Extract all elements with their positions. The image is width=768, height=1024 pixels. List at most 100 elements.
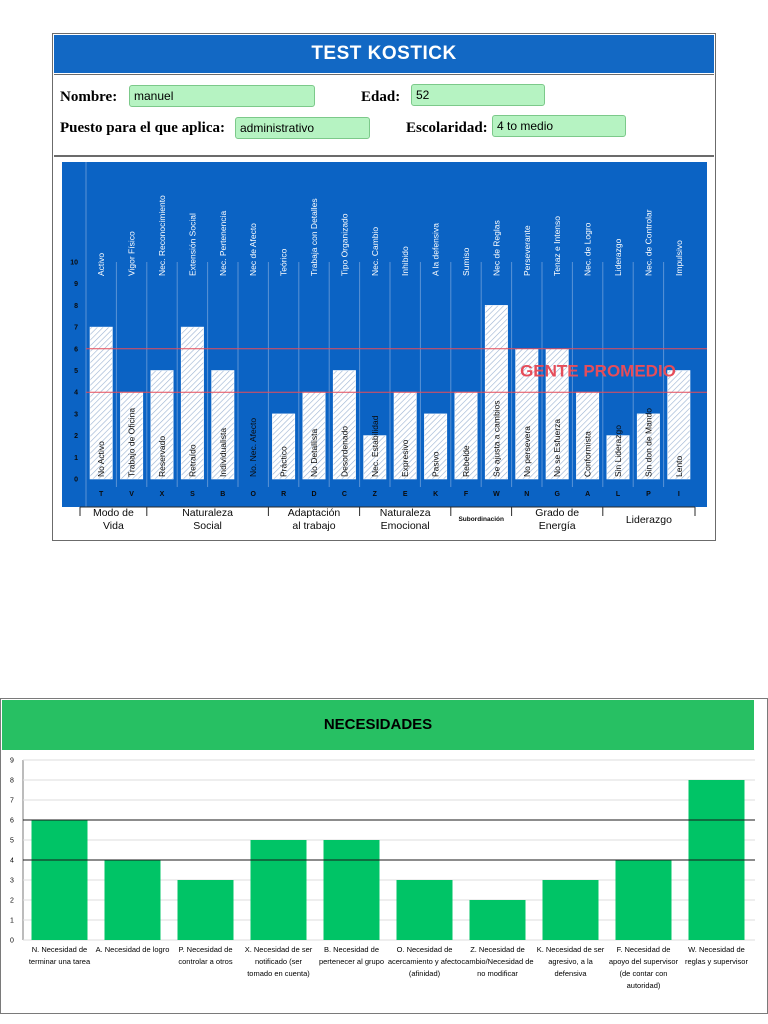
top-trait-label: Nec. Reconocimiento <box>157 195 167 276</box>
trait-code: D <box>311 491 316 498</box>
top-trait-label: Teórico <box>279 248 289 276</box>
nec-category-label: Z. Necesidad de cambio/Necesidad de no m… <box>461 945 534 978</box>
profile-bar-R <box>272 413 296 480</box>
bottom-trait-label: Conformista <box>583 431 593 477</box>
bottom-trait-label: Retraído <box>187 444 197 477</box>
group-label: Adaptación al trabajo <box>288 507 341 532</box>
bottom-trait-label: Nec. Estabilidad <box>370 415 380 477</box>
profile-bar-K <box>424 413 448 480</box>
bottom-trait-label: No persevera <box>522 426 532 477</box>
trait-code: O <box>250 491 256 498</box>
bottom-trait-label: Trabajo de Oficina <box>127 408 137 477</box>
bottom-trait-label: No. Nec. Afecto <box>248 418 258 477</box>
nec-category-label: O. Necesidad de acercamiento y afecto (a… <box>387 945 462 978</box>
escolaridad-label: Escolaridad: <box>406 120 488 136</box>
trait-code: A <box>585 491 590 498</box>
trait-code: Z <box>373 491 378 498</box>
top-trait-label: Extensión Social <box>187 213 197 276</box>
edad-field[interactable]: 52 <box>411 84 545 106</box>
bottom-trait-label: No Detallista <box>309 429 319 477</box>
bottom-trait-label: Pasivo <box>431 451 441 477</box>
top-trait-label: Impulsivo <box>674 240 684 276</box>
group-label: Liderazgo <box>626 514 672 526</box>
trait-code: V <box>129 491 134 498</box>
trait-code: E <box>403 491 408 498</box>
nec-category-label: A. Necesidad de logro <box>95 945 170 954</box>
top-trait-label: Nec de Afecto <box>248 223 258 276</box>
bottom-trait-label: Se ajusta a cambios <box>491 400 501 477</box>
group-label: Subordinación <box>458 516 504 523</box>
top-trait-label: Tipo Organizado <box>339 213 349 276</box>
top-trait-label: Nec. de Logro <box>583 222 593 276</box>
bottom-trait-label: Práctico <box>279 446 289 477</box>
trait-code: W <box>493 491 500 498</box>
top-trait-label: Inhibido <box>400 246 410 276</box>
necesidades-section: NECESIDADES <box>0 698 768 1014</box>
y-tick-label: 7 <box>74 325 78 332</box>
group-label: Naturaleza Emocional <box>380 507 431 532</box>
bottom-trait-label: Sin Liderazgo <box>613 425 623 477</box>
top-trait-label: Tenaz e Intenso <box>552 216 562 276</box>
trait-code: K <box>433 491 438 498</box>
y-tick-label: 4 <box>74 390 78 397</box>
nec-category-label: N. Necesidad de terminar una tarea <box>28 945 91 966</box>
top-trait-label: Sumiso <box>461 247 471 276</box>
y-tick-label: 3 <box>74 411 78 418</box>
nec-category-label: W. Necesidad de reglas y supervisor <box>685 945 748 966</box>
bottom-trait-label: No se Esfuerza <box>552 419 562 477</box>
top-trait-label: Nec. de Controlar <box>643 209 653 276</box>
trait-code: C <box>342 491 347 498</box>
trait-code: I <box>678 491 680 498</box>
nec-category-label: B. Necesidad de pertenecer al grupo <box>318 945 385 966</box>
test-title: TEST KOSTICK <box>54 35 714 73</box>
trait-code: S <box>190 491 195 498</box>
top-trait-label: Liderazgo <box>613 238 623 276</box>
nombre-field[interactable]: manuel <box>129 85 315 107</box>
bottom-trait-label: No Activo <box>96 441 106 477</box>
profile-bar-S <box>180 326 204 480</box>
trait-code: F <box>464 491 469 498</box>
bottom-trait-label: Desordenado <box>339 426 349 477</box>
bottom-trait-label: Rebelde <box>461 445 471 477</box>
trait-code: X <box>160 491 165 498</box>
top-trait-label: A la defensiva <box>431 223 441 276</box>
profile-bar-I <box>667 370 691 480</box>
top-trait-label: Trabaja con Detalles <box>309 198 319 276</box>
y-tick-label: 8 <box>74 303 78 310</box>
profile-bar-T <box>89 326 113 480</box>
necesidades-title: NECESIDADES <box>2 700 754 750</box>
group-label: Grado de Energía <box>535 507 579 532</box>
edad-label: Edad: <box>361 89 401 105</box>
bottom-trait-label: Reservado <box>157 436 167 477</box>
bottom-trait-label: Expresivo <box>400 439 410 477</box>
bottom-trait-label: Individualista <box>218 428 228 477</box>
nombre-label: Nombre: <box>60 89 118 105</box>
y-tick-label: 5 <box>74 368 78 375</box>
trait-code: N <box>524 491 529 498</box>
trait-code: B <box>220 491 225 498</box>
escolaridad-field[interactable]: 4 to medio <box>492 115 626 137</box>
bottom-trait-label: Lento <box>674 455 684 477</box>
puesto-label: Puesto para el que aplica: <box>60 120 225 136</box>
top-trait-label: Activo <box>96 253 106 276</box>
profile-bar-C <box>332 370 356 480</box>
profile-bar-P <box>636 413 660 480</box>
trait-code: R <box>281 491 286 498</box>
top-trait-label: Vigor Físico <box>127 231 137 276</box>
trait-code: T <box>99 491 104 498</box>
y-tick-label: 2 <box>74 433 78 440</box>
top-trait-label: Perseverante <box>522 225 532 276</box>
nec-category-label: K. Necesidad de ser agresivo, a la defen… <box>536 945 605 978</box>
profile-bar-X <box>150 370 174 480</box>
trait-code: P <box>646 491 651 498</box>
y-tick-label: 0 <box>74 477 78 484</box>
trait-code: G <box>554 491 560 498</box>
applicant-form: Nombre: manuel Edad: 52 Puesto para el q… <box>54 74 714 157</box>
group-label: Naturaleza Social <box>182 507 233 532</box>
profile-bar-L <box>606 435 630 480</box>
y-tick-label: 1 <box>74 455 78 462</box>
puesto-field[interactable]: administrativo <box>235 117 370 139</box>
nec-category-label: P. Necesidad de controlar a otros <box>178 945 233 966</box>
average-band-label: GENTE PROMEDIO <box>520 362 676 381</box>
group-label: Modo de Vida <box>93 507 134 532</box>
